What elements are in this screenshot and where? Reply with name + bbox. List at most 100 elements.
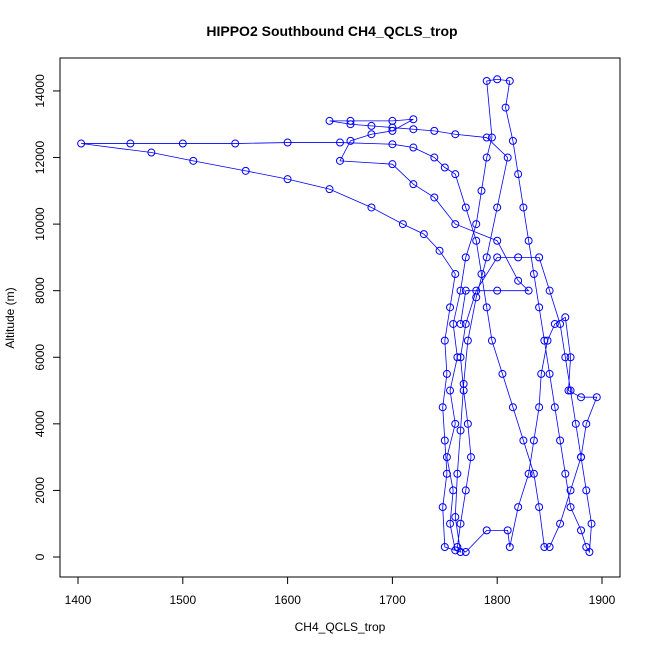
- data-point: [482, 253, 491, 262]
- data-point: [325, 116, 334, 125]
- data-point: [577, 526, 586, 535]
- data-point: [514, 503, 523, 512]
- y-tick-label: 0: [33, 553, 47, 560]
- data-point: [451, 513, 460, 522]
- data-point: [566, 353, 575, 362]
- data-point: [503, 526, 512, 535]
- data-point: [550, 403, 559, 412]
- data-point: [409, 125, 418, 134]
- data-point: [482, 303, 491, 312]
- data-point: [501, 103, 510, 112]
- data-point: [571, 419, 580, 428]
- y-tick-label: 2000: [33, 477, 47, 504]
- data-point: [453, 469, 462, 478]
- data-point: [524, 236, 533, 245]
- data-point: [463, 336, 472, 345]
- data-point: [451, 220, 460, 229]
- data-point: [514, 253, 523, 262]
- data-point: [178, 139, 187, 148]
- data-point: [493, 286, 502, 295]
- data-point: [461, 319, 470, 328]
- x-tick-label: 1400: [65, 593, 92, 607]
- data-point: [487, 133, 496, 142]
- data-point: [482, 526, 491, 535]
- data-point: [346, 120, 355, 129]
- data-point: [126, 139, 135, 148]
- data-point: [283, 175, 292, 184]
- data-point: [477, 186, 486, 195]
- data-point: [446, 519, 455, 528]
- data-point: [456, 286, 465, 295]
- data-point: [325, 185, 334, 194]
- x-tick-label: 1500: [169, 593, 196, 607]
- y-tick-label: 4000: [33, 410, 47, 437]
- data-point: [550, 319, 559, 328]
- data-point: [566, 503, 575, 512]
- data-point: [461, 486, 470, 495]
- data-point: [529, 469, 538, 478]
- data-point: [535, 503, 544, 512]
- data-point: [482, 133, 491, 142]
- data-point: [451, 270, 460, 279]
- data-point: [472, 293, 481, 302]
- data-point: [409, 115, 418, 124]
- data-point: [388, 116, 397, 125]
- data-point: [535, 253, 544, 262]
- data-point: [503, 153, 512, 162]
- data-point: [147, 148, 156, 157]
- plot-box: [59, 57, 621, 578]
- y-tick-label: 10000: [33, 207, 47, 241]
- x-tick-label: 1900: [589, 593, 616, 607]
- series-line: [81, 78, 598, 554]
- data-point: [456, 353, 465, 362]
- data-point: [438, 503, 447, 512]
- x-axis: 1400 1500 1600 1700 1800 1900: [65, 576, 616, 607]
- data-point: [456, 519, 465, 528]
- data-point: [545, 286, 554, 295]
- data-point: [456, 319, 465, 328]
- data-point: [440, 336, 449, 345]
- data-point: [367, 203, 376, 212]
- data-point: [461, 253, 470, 262]
- data-point: [561, 469, 570, 478]
- data-point: [529, 270, 538, 279]
- data-point: [461, 548, 470, 557]
- data-point: [346, 116, 355, 125]
- data-point: [231, 139, 240, 148]
- y-tick-label: 12000: [33, 141, 47, 175]
- data-point: [459, 379, 468, 388]
- data-point: [283, 138, 292, 147]
- data-point: [77, 139, 86, 148]
- data-point: [451, 170, 460, 179]
- data-point: [535, 303, 544, 312]
- y-axis: 0 2000 4000 6000 8000 10000 12000 14000: [33, 74, 61, 560]
- x-tick-label: 1600: [274, 593, 301, 607]
- data-point: [435, 246, 444, 255]
- data-point: [409, 143, 418, 152]
- data-point: [556, 319, 565, 328]
- data-point: [463, 419, 472, 428]
- data-point: [545, 369, 554, 378]
- data-point: [388, 126, 397, 135]
- data-point: [514, 170, 523, 179]
- data-point: [493, 203, 502, 212]
- data-point: [577, 453, 586, 462]
- data-point: [461, 203, 470, 212]
- data-point: [505, 543, 514, 552]
- data-point: [189, 156, 198, 165]
- data-point: [241, 166, 250, 175]
- data-point: [388, 140, 397, 149]
- data-point: [543, 336, 552, 345]
- data-point: [487, 336, 496, 345]
- data-point: [388, 160, 397, 169]
- data-point: [540, 543, 549, 552]
- data-point: [440, 163, 449, 172]
- data-point: [529, 436, 538, 445]
- data-point: [482, 153, 491, 162]
- data-point: [449, 486, 458, 495]
- data-point: [336, 138, 344, 147]
- data-point: [508, 136, 517, 145]
- data-point: [367, 130, 376, 139]
- data-point: [442, 453, 451, 462]
